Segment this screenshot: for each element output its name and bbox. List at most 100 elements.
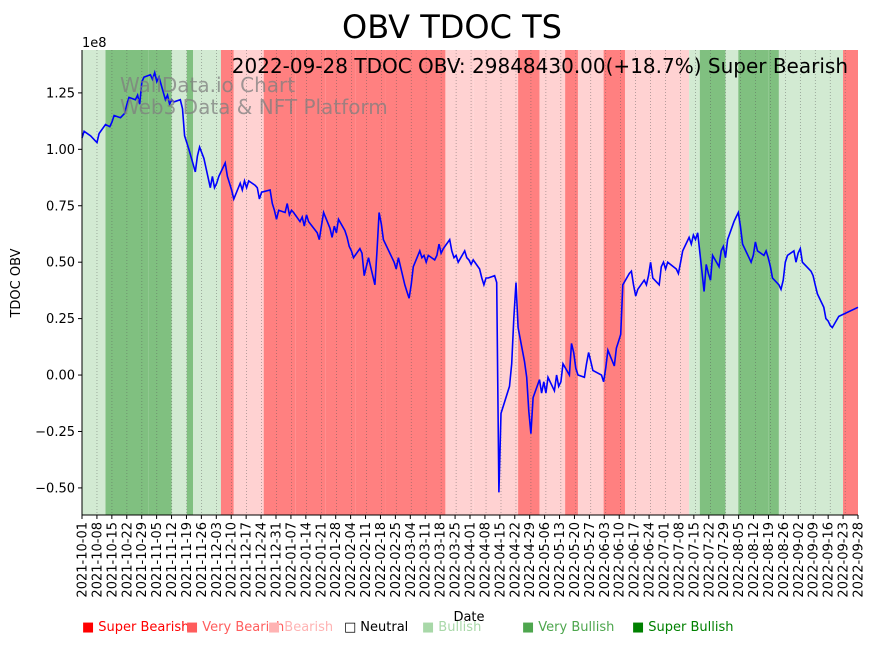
y-multiplier: 1e8 [82, 36, 107, 51]
x-tick-label: 2022-05-06 [538, 522, 553, 598]
watermark-line-2: Web3 Data & NFT Platform [120, 95, 388, 119]
x-tick-label: 2021-10-01 [76, 522, 91, 598]
x-tick-label: 2021-11-05 [150, 522, 165, 598]
y-tick-label: 1.25 [46, 86, 75, 101]
x-tick-label: 2022-05-20 [568, 522, 583, 598]
signal-band-9 [295, 50, 326, 515]
signal-band-14 [445, 50, 474, 515]
y-axis-label: TDOC OBV [9, 248, 24, 318]
signal-band-12 [385, 50, 416, 515]
signal-band-22 [654, 50, 690, 515]
vertical-gridlines [81, 50, 846, 515]
x-tick-label: 2021-12-03 [210, 522, 225, 598]
signal-band-13 [415, 50, 446, 515]
x-tick-label: 2022-05-27 [583, 522, 598, 598]
signal-band-25 [725, 50, 739, 515]
legend-label: Very Bearish [202, 620, 285, 635]
x-tick-label: 2022-07-22 [702, 522, 717, 598]
signal-band-27 [768, 50, 779, 515]
legend-label: Bullish [438, 620, 482, 635]
x-tick-label: 2022-08-19 [762, 522, 777, 598]
x-tick-label: 2021-11-19 [180, 522, 195, 598]
x-tick-label: 2022-04-29 [523, 522, 538, 598]
y-ticks: −0.50 −0.25 0.00 0.25 0.50 0.75 1.00 1.25 [35, 86, 82, 496]
x-tick-label: 2021-12-17 [240, 522, 255, 598]
y-tick-label: 1.00 [46, 143, 75, 158]
y-tick-label: 0.00 [46, 369, 75, 384]
y-tick-label: −0.50 [35, 481, 75, 496]
x-tick-label: 2022-03-18 [434, 522, 449, 598]
x-tick-label: 2022-07-01 [658, 522, 673, 598]
x-tick-label: 2022-06-10 [613, 522, 628, 598]
x-tick-label: 2022-02-18 [374, 522, 389, 598]
x-tick-label: 2021-12-10 [225, 522, 240, 598]
signal-band-26 [738, 50, 769, 515]
signal-band-11 [355, 50, 386, 515]
y-tick-label: −0.25 [35, 425, 75, 440]
legend-swatch-icon: ■ [632, 620, 645, 635]
x-tick-label: 2021-10-15 [105, 522, 120, 598]
x-tick-label: 2022-07-08 [672, 522, 687, 598]
signal-band-15 [473, 50, 519, 515]
signal-band-28 [778, 50, 844, 515]
legend-item: ■ Super Bullish [632, 620, 734, 635]
x-tick-label: 2022-01-28 [329, 522, 344, 598]
signal-band-3 [171, 50, 187, 515]
x-tick-label: 2022-08-26 [777, 522, 792, 598]
x-tick-label: 2022-09-09 [807, 522, 822, 598]
legend-swatch-icon: ■ [82, 620, 95, 635]
signal-band-23 [689, 50, 700, 515]
signal-band-17 [539, 50, 566, 515]
signal-band-18 [565, 50, 578, 515]
x-tick-label: 2022-09-23 [837, 522, 852, 598]
signal-band-10 [325, 50, 356, 515]
y-tick-label: 0.75 [46, 199, 75, 214]
x-tick-label: 2022-05-13 [553, 522, 568, 598]
legend-label: Super Bearish [98, 620, 190, 635]
signal-band-2 [148, 50, 172, 515]
x-tick-label: 2022-08-12 [747, 522, 762, 598]
x-tick-label: 2022-03-25 [449, 522, 464, 598]
legend-swatch-icon: □ [344, 620, 357, 635]
x-tick-label: 2022-06-24 [643, 522, 658, 598]
signal-band-16 [518, 50, 540, 515]
x-tick-label: 2022-01-07 [284, 522, 299, 598]
legend-item: ■ Super Bearish [82, 620, 189, 635]
signal-band-29 [843, 50, 858, 515]
x-ticks: 2021-10-01 2021-10-08 2021-10-15 2021-10-22… [76, 515, 867, 598]
x-tick-label: 2021-10-22 [120, 522, 135, 598]
y-tick-label: 0.50 [46, 256, 75, 271]
legend-item: □ Neutral [344, 620, 408, 635]
obv-line [81, 69, 859, 493]
legend-label: Very Bullish [538, 620, 615, 635]
x-tick-label: 2022-04-01 [464, 522, 479, 598]
x-tick-label: 2022-04-15 [493, 522, 508, 598]
x-tick-label: 2021-10-29 [135, 522, 150, 598]
signal-band-8 [263, 50, 296, 515]
watermark-line-1: WallData.io Chart [120, 73, 295, 97]
x-axis-label: Date [453, 610, 484, 625]
signal-band-7 [233, 50, 264, 515]
x-tick-label: 2021-12-24 [255, 522, 270, 598]
x-tick-label: 2022-04-22 [508, 522, 523, 598]
x-tick-label: 2021-11-26 [195, 522, 210, 598]
chart-subtitle: 2022-09-28 TDOC OBV: 29848430.00(+18.7%)… [232, 54, 848, 78]
x-tick-label: 2022-02-11 [359, 522, 374, 598]
x-tick-label: 2022-02-04 [344, 522, 359, 598]
signal-band-21 [624, 50, 655, 515]
legend-swatch-icon: ■ [422, 620, 435, 635]
legend-label: Neutral [360, 620, 409, 635]
x-tick-label: 2022-08-05 [732, 522, 747, 598]
x-tick-label: 2021-11-12 [165, 522, 180, 598]
legend-label: Super Bullish [648, 620, 734, 635]
x-tick-label: 2022-03-11 [419, 522, 434, 598]
signal-legend: ■ Super Bearish ■ Very Bearish ■ Bearish □ Neut… [82, 620, 862, 638]
legend-item: ■ Very Bearish [186, 620, 284, 635]
x-tick-label: 2022-01-14 [299, 522, 314, 598]
x-tick-label: 2022-01-21 [314, 522, 329, 598]
x-tick-label: 2022-06-03 [598, 522, 613, 598]
plot-area [81, 50, 859, 515]
legend-item: ■ Bearish [268, 620, 333, 635]
x-tick-label: 2022-04-08 [478, 522, 493, 598]
